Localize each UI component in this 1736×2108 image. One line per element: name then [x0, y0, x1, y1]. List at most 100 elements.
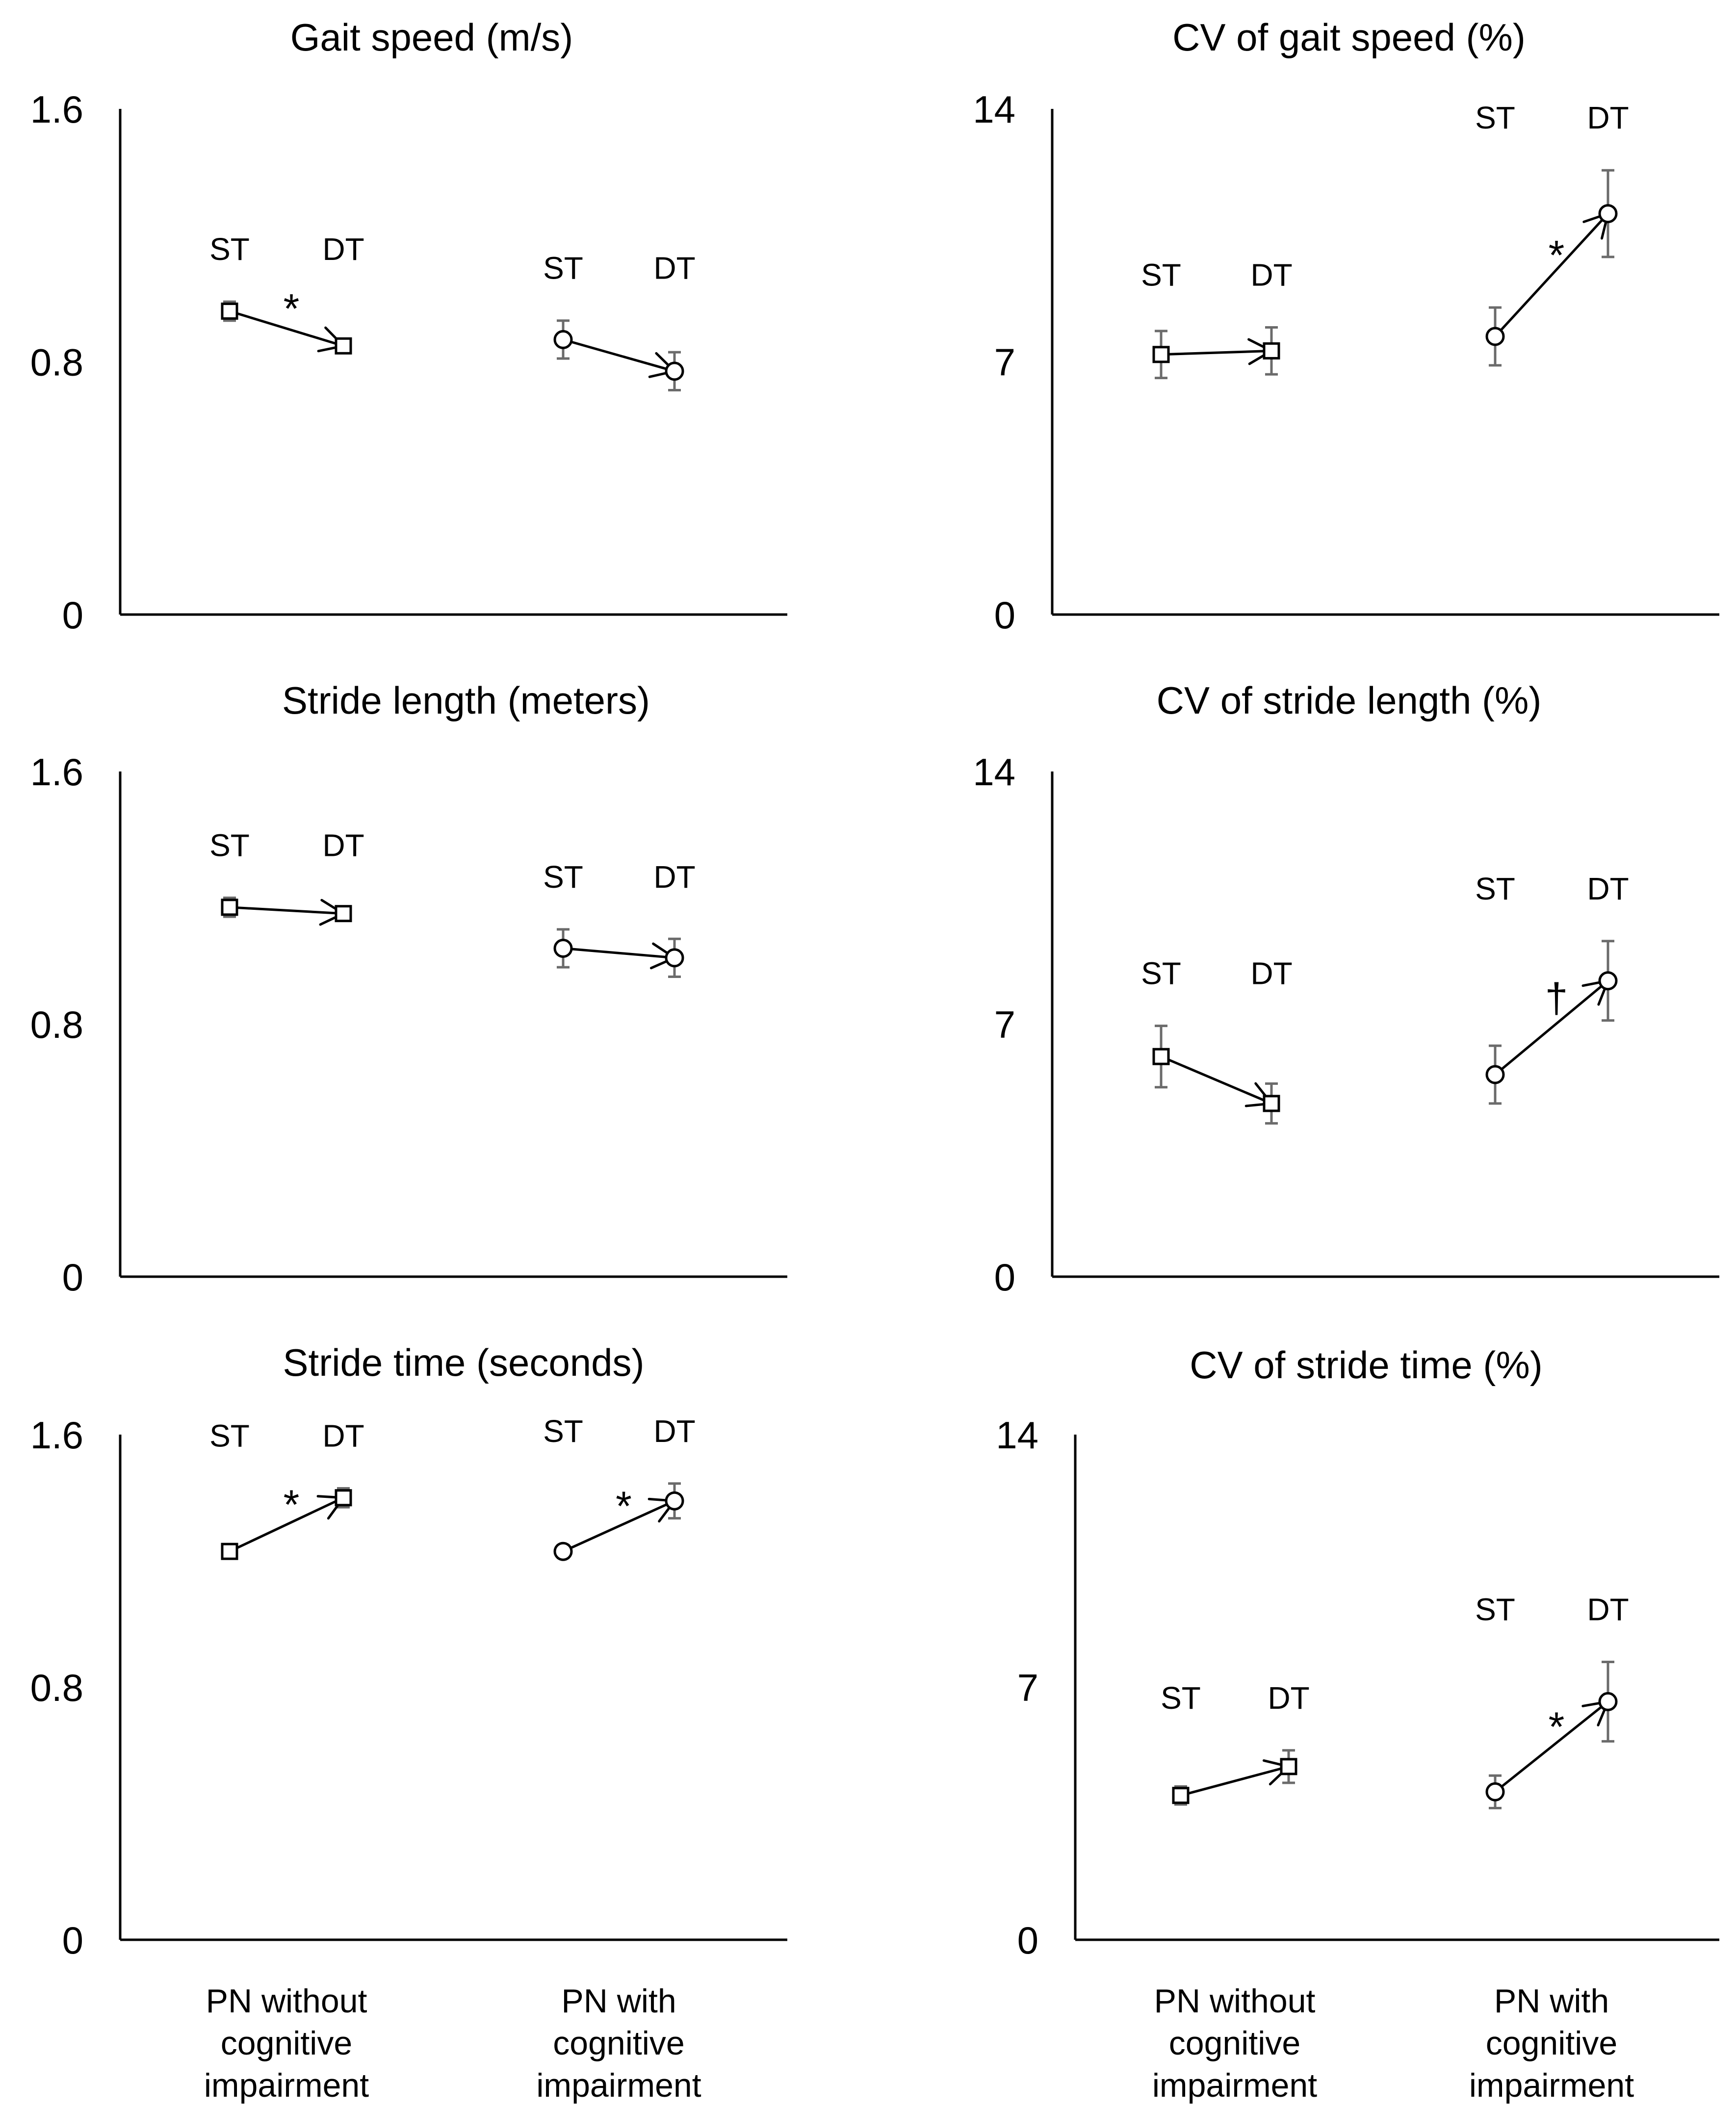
group-1-series: ST DT *: [209, 231, 364, 355]
dt-label: DT: [1587, 871, 1629, 906]
significance-marker: *: [1549, 1703, 1565, 1749]
change-arrow: [563, 338, 675, 373]
group-2-series: ST DT: [543, 859, 696, 978]
dt-label: DT: [322, 828, 364, 863]
change-arrow: [1494, 212, 1609, 337]
y-tick-label: 1.6: [30, 1414, 83, 1457]
change-arrow: [1180, 1765, 1289, 1797]
x-category-label: PN without cognitive impairment: [1152, 1982, 1317, 2104]
dt-label: DT: [322, 1418, 364, 1453]
chart-title: Stride time (seconds): [283, 1341, 645, 1384]
st-circle-marker: [1485, 327, 1505, 346]
dt-square-marker: [1280, 1758, 1297, 1775]
y-tick-label: 0: [62, 593, 83, 637]
dt-square-marker: [335, 1489, 352, 1507]
dt-label: DT: [653, 859, 695, 895]
chart-panel-5: Stride time (seconds) 0 0.8 1.6 ST DT * ST DT * PN…: [30, 1341, 787, 2104]
st-square-marker: [1172, 1787, 1190, 1804]
change-arrow: [562, 1499, 675, 1553]
significance-marker: *: [616, 1483, 632, 1529]
st-label: ST: [209, 828, 250, 863]
dt-square-marker: [335, 337, 352, 355]
change-arrow: [229, 1496, 344, 1553]
chart-title: Gait speed (m/s): [290, 16, 573, 59]
st-label: ST: [209, 1418, 250, 1453]
st-square-marker: [1152, 1048, 1170, 1065]
dt-circle-marker: [1598, 204, 1618, 224]
st-label: ST: [209, 231, 250, 267]
group-1-series: ST DT *: [209, 1418, 364, 1560]
chart-panel-2: CV of gait speed (%) 0 7 14 ST DT ST DT *: [973, 16, 1719, 637]
dt-label: DT: [653, 251, 695, 286]
group-2-series: ST DT *: [1475, 1592, 1629, 1809]
dt-circle-marker: [665, 1491, 684, 1511]
y-tick-label: 14: [996, 1414, 1038, 1457]
chart-title: CV of stride time (%): [1190, 1343, 1542, 1387]
group-2-series: ST DT: [543, 251, 696, 391]
dt-label: DT: [1587, 100, 1629, 135]
st-label: ST: [1141, 956, 1181, 991]
dt-square-marker: [1263, 1095, 1280, 1112]
group-1-series: ST DT: [1141, 956, 1293, 1125]
chart-panel-1: Gait speed (m/s) 0 0.8 1.6 ST DT * ST DT: [30, 16, 787, 637]
dt-label: DT: [322, 231, 364, 267]
chart-title: Stride length (meters): [282, 679, 650, 722]
y-tick-label: 1.6: [30, 88, 83, 131]
st-circle-marker: [1485, 1782, 1505, 1801]
chart-title: CV of stride length (%): [1157, 679, 1542, 722]
y-tick-label: 0.8: [30, 1003, 83, 1046]
st-label: ST: [1141, 257, 1181, 293]
y-tick-label: 14: [973, 88, 1015, 131]
x-category-label: PN with cognitive impairment: [536, 1982, 701, 2104]
st-square-marker: [221, 1542, 238, 1560]
y-tick-label: 1.6: [30, 750, 83, 794]
group-1-series: ST DT: [1141, 257, 1293, 380]
st-label: ST: [1475, 1592, 1515, 1627]
st-circle-marker: [553, 330, 573, 349]
st-label: ST: [543, 859, 583, 895]
st-label: ST: [1475, 100, 1515, 135]
st-circle-marker: [1485, 1065, 1505, 1084]
y-tick-label: 0.8: [30, 341, 83, 384]
dt-square-marker: [1263, 342, 1280, 360]
significance-marker: *: [1549, 232, 1565, 278]
y-tick-label: 0: [994, 1256, 1015, 1299]
significance-marker: *: [284, 285, 300, 332]
change-arrow: [1161, 1055, 1272, 1105]
significance-marker: †: [1545, 975, 1568, 1021]
dt-square-marker: [335, 905, 352, 923]
chart-panel-3: Stride length (meters) 0 0.8 1.6 ST DT ST DT: [30, 679, 787, 1299]
y-tick-label: 7: [994, 1003, 1015, 1046]
dt-label: DT: [653, 1414, 695, 1449]
y-tick-label: 0.8: [30, 1666, 83, 1709]
group-2-series: ST DT *: [1475, 100, 1629, 367]
x-category-label: PN with cognitive impairment: [1469, 1982, 1634, 2104]
st-label: ST: [1161, 1680, 1201, 1716]
dt-circle-marker: [1598, 971, 1618, 991]
dt-label: DT: [1250, 257, 1292, 293]
group-1-series: ST DT: [1161, 1680, 1310, 1806]
chart-title: CV of gait speed (%): [1172, 16, 1526, 59]
y-tick-label: 0: [62, 1919, 83, 1962]
group-2-series: ST DT *: [543, 1414, 696, 1561]
st-circle-marker: [553, 1542, 573, 1561]
st-circle-marker: [553, 939, 573, 958]
y-tick-label: 0: [62, 1256, 83, 1299]
change-arrow: [229, 906, 344, 915]
chart-panel-6: CV of stride time (%) 0 7 14 ST DT ST DT * PN wit…: [996, 1343, 1719, 2104]
st-square-marker: [1152, 346, 1170, 363]
st-label: ST: [543, 1414, 583, 1449]
dt-circle-marker: [1598, 1692, 1618, 1711]
st-label: ST: [543, 251, 583, 286]
group-2-series: ST DT †: [1475, 871, 1629, 1105]
change-arrow: [1161, 349, 1272, 356]
chart-panel-4: CV of stride length (%) 0 7 14 ST DT ST DT †: [973, 679, 1719, 1299]
st-square-marker: [221, 302, 238, 320]
dt-label: DT: [1250, 956, 1292, 991]
y-tick-label: 14: [973, 750, 1015, 794]
significance-marker: *: [284, 1481, 300, 1527]
st-square-marker: [221, 899, 238, 916]
dt-circle-marker: [665, 361, 684, 381]
dt-label: DT: [1587, 1592, 1629, 1627]
